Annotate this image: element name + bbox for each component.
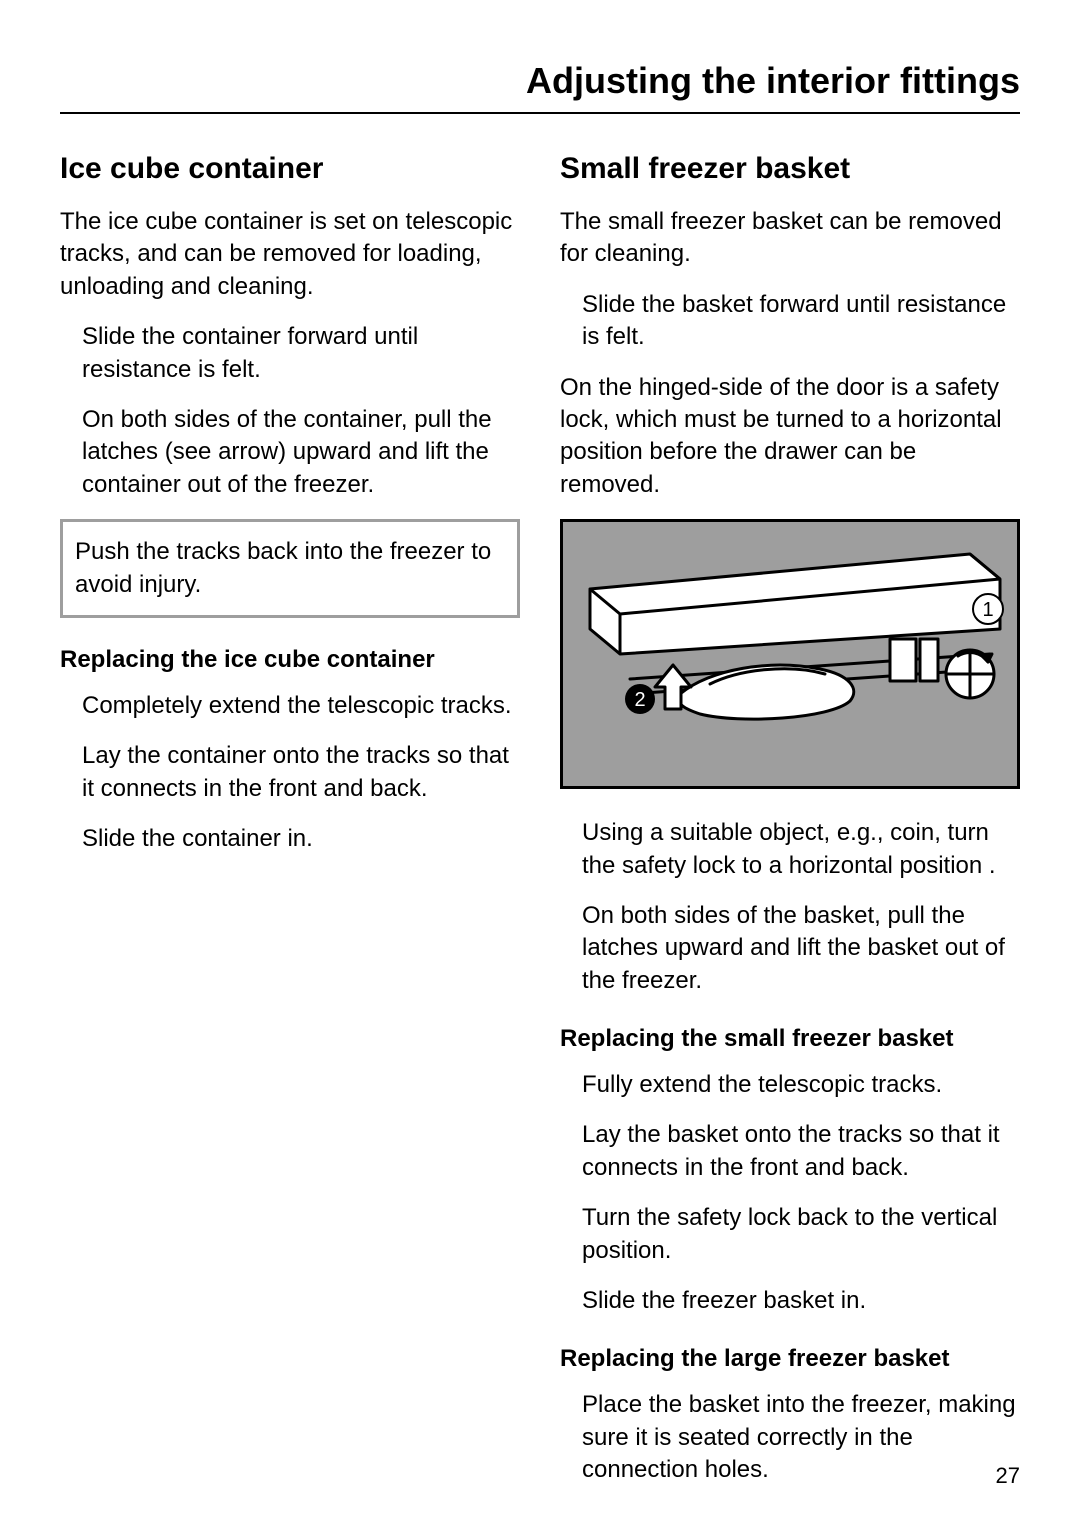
callout-1-label: 1 — [982, 599, 993, 621]
page-title: Adjusting the interior fittings — [60, 60, 1020, 114]
step: Slide the freezer basket in. — [582, 1285, 1020, 1317]
step: Turn the safety lock back to the vertica… — [582, 1202, 1020, 1267]
freezer-basket-diagram: 1 2 — [560, 519, 1020, 789]
content-columns: Ice cube container The ice cube containe… — [60, 152, 1020, 1505]
para: The ice cube container is set on telesco… — [60, 206, 520, 303]
step: Slide the container in. — [82, 823, 520, 855]
para: The small freezer basket can be removed … — [560, 206, 1020, 271]
subheading-replacing-ice: Replacing the ice cube container — [60, 646, 520, 674]
heading-small-basket: Small freezer basket — [560, 152, 1020, 186]
step: Place the basket into the freezer, makin… — [582, 1389, 1020, 1486]
heading-ice-cube: Ice cube container — [60, 152, 520, 186]
step: Using a suitable object, e.g., coin, tur… — [582, 817, 1020, 882]
subheading-replacing-small: Replacing the small freezer basket — [560, 1025, 1020, 1053]
left-column: Ice cube container The ice cube containe… — [60, 152, 520, 1505]
caution-note: Push the tracks back into the freezer to… — [60, 519, 520, 618]
right-column: Small freezer basket The small freezer b… — [560, 152, 1020, 1505]
page-number: 27 — [996, 1463, 1020, 1489]
step: Lay the basket onto the tracks so that i… — [582, 1119, 1020, 1184]
step: Slide the container forward until resist… — [82, 321, 520, 386]
step: Fully extend the telescopic tracks. — [582, 1069, 1020, 1101]
para: On the hinged-side of the door is a safe… — [560, 372, 1020, 502]
step: Lay the container onto the tracks so tha… — [82, 740, 520, 805]
step: On both sides of the container, pull the… — [82, 404, 520, 501]
subheading-replacing-large: Replacing the large freezer basket — [560, 1345, 1020, 1373]
step: Completely extend the telescopic tracks. — [82, 690, 520, 722]
callout-2-label: 2 — [634, 689, 645, 711]
step: On both sides of the basket, pull the la… — [582, 900, 1020, 997]
step: Slide the basket forward until resistanc… — [582, 289, 1020, 354]
